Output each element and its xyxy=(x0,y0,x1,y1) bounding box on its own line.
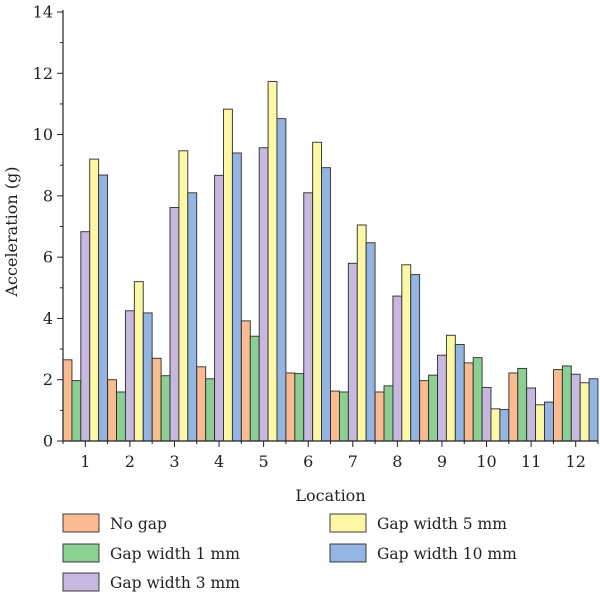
x-tick-label: 12 xyxy=(566,452,586,471)
bar-gap-width-10-mm-loc-10 xyxy=(499,408,510,442)
legend-label-no-gap: No gap xyxy=(110,515,167,533)
legend-label-gap-width-10-mm: Gap width 10 mm xyxy=(377,545,517,563)
legend-swatch-gap-width-5-mm xyxy=(329,513,367,533)
bar-gap-width-5-mm-loc-12 xyxy=(579,382,590,442)
bar-gap-width-5-mm-loc-7 xyxy=(356,224,367,442)
bar-gap-width-3-mm-loc-6 xyxy=(303,192,314,442)
bar-gap-width-3-mm-loc-2 xyxy=(124,310,135,442)
legend-label-gap-width-1-mm: Gap width 1 mm xyxy=(110,545,240,563)
bar-no-gap-loc-11 xyxy=(508,372,519,442)
bar-gap-width-5-mm-loc-8 xyxy=(401,264,412,442)
y-tick-label: 12 xyxy=(33,64,53,83)
bar-gap-width-3-mm-loc-3 xyxy=(169,207,180,442)
bar-gap-width-5-mm-loc-10 xyxy=(490,408,501,442)
y-tick-label: 8 xyxy=(43,186,53,205)
x-tick-label: 5 xyxy=(259,452,269,471)
bar-no-gap-loc-3 xyxy=(151,357,162,442)
bar-gap-width-1-mm-loc-9 xyxy=(428,374,438,442)
x-tick-label: 3 xyxy=(169,452,179,471)
bar-gap-width-10-mm-loc-5 xyxy=(276,118,287,442)
bar-no-gap-loc-9 xyxy=(419,380,430,442)
bar-gap-width-10-mm-loc-1 xyxy=(98,174,108,442)
bar-gap-width-3-mm-loc-11 xyxy=(526,387,537,442)
legend-label-gap-width-5-mm: Gap width 5 mm xyxy=(377,515,507,533)
y-tick-label: 14 xyxy=(33,3,53,22)
y-axis-title: Acceleration (g) xyxy=(2,166,21,297)
bar-no-gap-loc-8 xyxy=(374,391,385,442)
bar-gap-width-1-mm-loc-3 xyxy=(160,375,171,442)
x-tick-label: 4 xyxy=(214,452,224,471)
bar-gap-width-1-mm-loc-10 xyxy=(472,357,483,442)
bar-gap-width-5-mm-loc-2 xyxy=(133,281,144,442)
bar-gap-width-10-mm-loc-8 xyxy=(410,274,421,442)
x-tick-label: 10 xyxy=(476,452,496,471)
bar-gap-width-3-mm-loc-1 xyxy=(80,231,91,442)
bar-no-gap-loc-12 xyxy=(553,369,563,442)
bar-no-gap-loc-10 xyxy=(463,362,474,442)
bar-no-gap-loc-6 xyxy=(285,372,296,442)
bar-gap-width-1-mm-loc-5 xyxy=(249,335,260,442)
x-axis-title: Location xyxy=(295,486,365,505)
bar-gap-width-5-mm-loc-6 xyxy=(312,141,323,442)
bar-no-gap-loc-4 xyxy=(196,366,207,442)
bar-no-gap-loc-2 xyxy=(107,379,117,442)
bar-gap-width-1-mm-loc-12 xyxy=(561,365,572,442)
bar-gap-width-3-mm-loc-9 xyxy=(437,354,447,442)
bar-gap-width-10-mm-loc-12 xyxy=(588,378,599,442)
y-tick-label: 2 xyxy=(43,370,53,389)
y-tick-label: 0 xyxy=(43,432,53,451)
bar-gap-width-3-mm-loc-10 xyxy=(481,386,492,442)
bar-gap-width-10-mm-loc-11 xyxy=(544,401,554,442)
bar-gap-width-1-mm-loc-11 xyxy=(517,367,528,442)
y-tick-label: 6 xyxy=(43,248,53,267)
legend-swatch-gap-width-10-mm xyxy=(329,543,367,563)
x-tick-label: 11 xyxy=(521,452,541,471)
bar-gap-width-5-mm-loc-11 xyxy=(535,404,545,442)
bars xyxy=(62,81,599,442)
y-tick-label: 10 xyxy=(33,125,53,144)
x-tick-label: 7 xyxy=(348,452,358,471)
legend-swatch-gap-width-3-mm xyxy=(62,572,100,592)
bar-gap-width-1-mm-loc-2 xyxy=(116,391,126,442)
bar-no-gap-loc-7 xyxy=(330,390,340,442)
legend-label-gap-width-3-mm: Gap width 3 mm xyxy=(110,574,240,592)
y-tick-label: 4 xyxy=(43,309,53,328)
bar-gap-width-10-mm-loc-7 xyxy=(365,242,376,442)
x-tick-label: 2 xyxy=(125,452,135,471)
bar-gap-width-10-mm-loc-3 xyxy=(187,192,198,442)
bar-gap-width-1-mm-loc-7 xyxy=(338,391,349,442)
bar-gap-width-5-mm-loc-4 xyxy=(223,108,233,442)
x-tick-label: 1 xyxy=(80,452,90,471)
bar-gap-width-10-mm-loc-6 xyxy=(321,167,331,442)
x-tick-label: 8 xyxy=(392,452,402,471)
bar-gap-width-3-mm-loc-4 xyxy=(214,174,224,442)
legend: No gap Gap width 1 mm Gap width 3 mm Gap wi… xyxy=(62,513,517,592)
bar-gap-width-3-mm-loc-12 xyxy=(570,373,581,442)
bar-gap-width-3-mm-loc-8 xyxy=(392,295,403,442)
legend-swatch-no-gap xyxy=(62,513,100,533)
bar-gap-width-1-mm-loc-4 xyxy=(205,378,216,442)
bar-gap-width-10-mm-loc-9 xyxy=(454,344,465,442)
bar-no-gap-loc-5 xyxy=(240,320,251,442)
bar-gap-width-5-mm-loc-3 xyxy=(178,150,189,442)
bar-gap-width-3-mm-loc-7 xyxy=(347,262,358,442)
bar-gap-width-5-mm-loc-5 xyxy=(267,81,278,442)
legend-swatch-gap-width-1-mm xyxy=(62,543,100,563)
bar-gap-width-3-mm-loc-5 xyxy=(258,147,269,442)
bar-gap-width-1-mm-loc-1 xyxy=(71,380,82,442)
bar-gap-width-10-mm-loc-4 xyxy=(231,152,242,442)
x-tick-label: 9 xyxy=(437,452,447,471)
bar-gap-width-1-mm-loc-8 xyxy=(383,385,394,442)
x-tick-label: 6 xyxy=(303,452,313,471)
bar-gap-width-5-mm-loc-1 xyxy=(89,158,100,442)
bar-no-gap-loc-1 xyxy=(62,359,73,442)
bar-gap-width-1-mm-loc-6 xyxy=(294,373,305,442)
bar-gap-width-10-mm-loc-2 xyxy=(142,312,153,442)
bar-gap-width-5-mm-loc-9 xyxy=(445,334,456,442)
